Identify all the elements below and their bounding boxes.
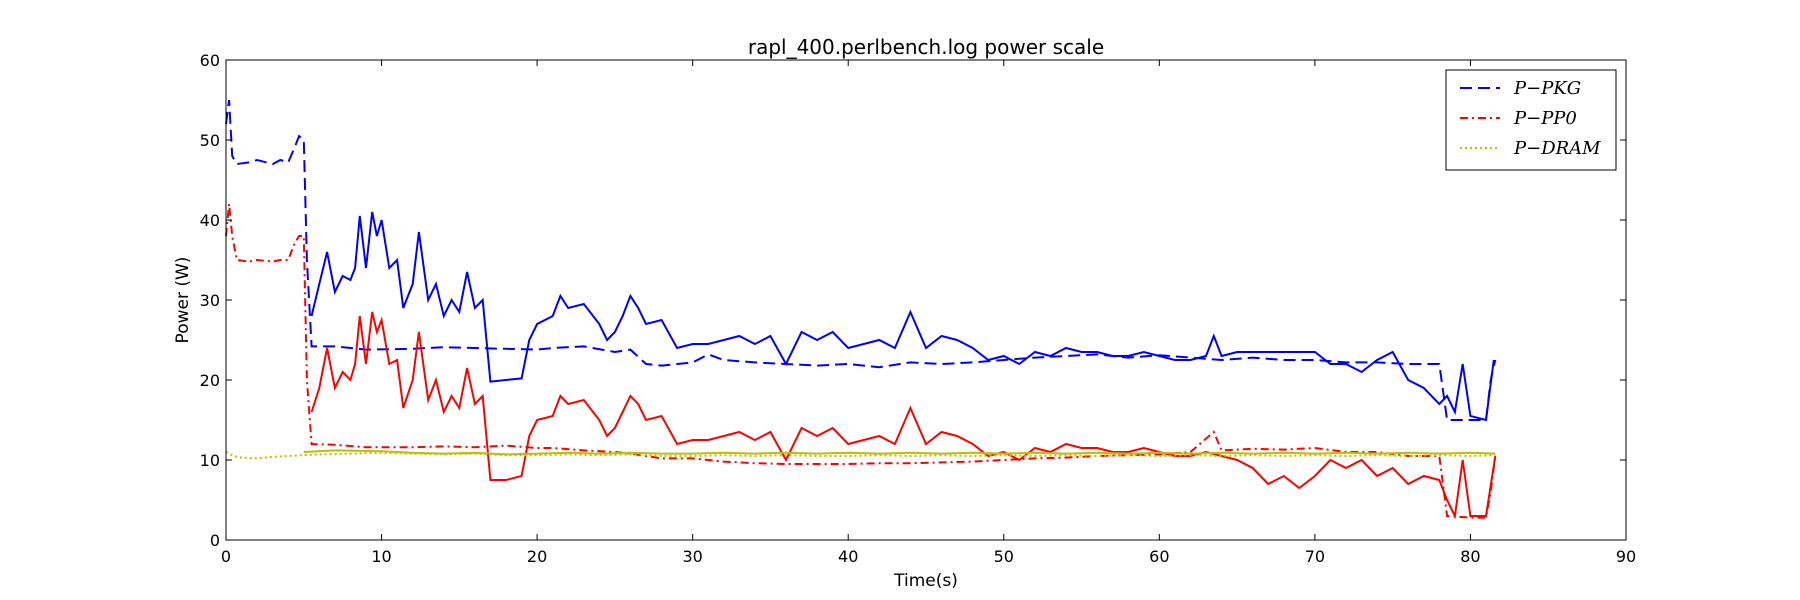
x-axis: 0 10 20 30 40 50 60 70 80 90 — [221, 60, 1636, 566]
y-axis-title: Power (W) — [173, 257, 193, 344]
y-tick-label-1: 10 — [200, 451, 220, 470]
x-tick-label-4: 40 — [838, 547, 858, 566]
x-tick-label-3: 30 — [682, 547, 702, 566]
y-axis: 0 10 20 30 40 50 60 — [200, 51, 1626, 550]
x-tick-label-9: 90 — [1616, 547, 1636, 566]
y-tick-label-3: 30 — [200, 291, 220, 310]
chart-title: rapl_400.perlbench.log power scale — [748, 35, 1104, 59]
x-tick-label-5: 50 — [994, 547, 1014, 566]
x-tick-label-6: 60 — [1149, 547, 1169, 566]
x-tick-label-0: 0 — [221, 547, 231, 566]
y-tick-label-6: 60 — [200, 51, 220, 70]
y-tick-label-4: 40 — [200, 211, 220, 230]
y-tick-label-2: 20 — [200, 371, 220, 390]
y-tick-label-0: 0 — [210, 531, 220, 550]
x-tick-label-1: 10 — [371, 547, 391, 566]
x-tick-label-2: 20 — [527, 547, 547, 566]
y-tick-label-5: 50 — [200, 131, 220, 150]
legend-label-0: P−PKG — [1513, 78, 1581, 99]
series-line-0 — [225, 99, 1497, 421]
series-line-4 — [225, 451, 1496, 460]
legend-box — [1445, 69, 1617, 171]
series-line-5 — [303, 449, 1496, 456]
x-tick-label-7: 70 — [1305, 547, 1325, 566]
series-line-3 — [310, 311, 1497, 520]
series-line-2 — [225, 203, 1497, 519]
plot-lines — [225, 99, 1497, 520]
x-axis-title: Time(s) — [893, 571, 958, 591]
x-tick-label-8: 80 — [1460, 547, 1480, 566]
legend-label-2: P−DRAM — [1513, 138, 1601, 159]
legend-label-1: P−PP0 — [1513, 108, 1577, 129]
series-line-1 — [310, 211, 1495, 422]
legend: P−PKG P−PP0 P−DRAM — [1445, 69, 1617, 171]
